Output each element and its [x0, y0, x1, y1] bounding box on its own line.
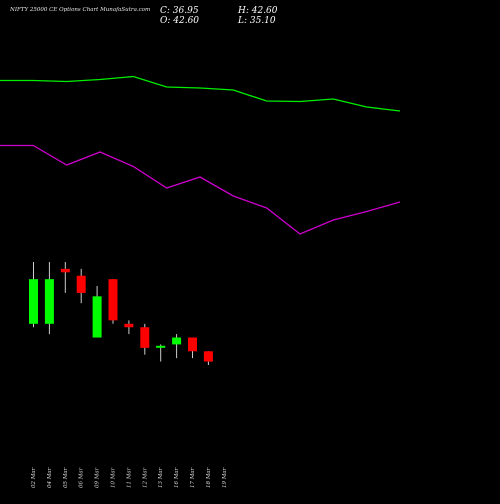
candle-body-down: [140, 327, 150, 348]
moving-average-line-2: [0, 144, 401, 235]
x-tick-label: 12 Mar: [142, 467, 148, 488]
candle-body-down: [76, 275, 86, 293]
candle-body-down: [203, 351, 213, 362]
candle-body-up: [92, 296, 102, 338]
x-tick-label: 17 Mar: [190, 467, 196, 488]
x-tick-label: 02 Mar: [31, 467, 37, 488]
candle-body-down: [60, 268, 70, 273]
candle-body-up: [44, 279, 54, 324]
close-readout: C: 36.95: [160, 6, 199, 16]
x-tick-label: 05 Mar: [63, 467, 69, 488]
chart-title: NIFTY 25000 CE Options Chart MunafaSutra…: [10, 7, 151, 13]
x-tick-label: 16 Mar: [174, 467, 180, 488]
candle-body-up: [156, 345, 166, 348]
x-tick-label: 06 Mar: [79, 467, 85, 488]
x-tick-label: 11 Mar: [126, 467, 132, 488]
x-tick-label: 09 Mar: [95, 467, 101, 488]
candle-body-up: [29, 279, 38, 324]
candle-body-down: [124, 323, 134, 328]
low-readout: L: 35.10: [238, 16, 276, 26]
x-tick-label: 13 Mar: [158, 467, 164, 488]
open-readout: O: 42.60: [160, 16, 200, 26]
x-tick-label: 04 Mar: [47, 467, 53, 488]
moving-average-line-1: [0, 75, 401, 112]
candle-body-down: [188, 337, 197, 352]
x-tick-label: 18 Mar: [206, 467, 212, 488]
x-tick-label: 19 Mar: [222, 467, 228, 488]
x-tick-label: 10 Mar: [111, 467, 117, 488]
high-readout: H: 42.60: [238, 6, 278, 16]
candle-body-down: [108, 279, 118, 321]
candle-body-up: [172, 337, 182, 345]
